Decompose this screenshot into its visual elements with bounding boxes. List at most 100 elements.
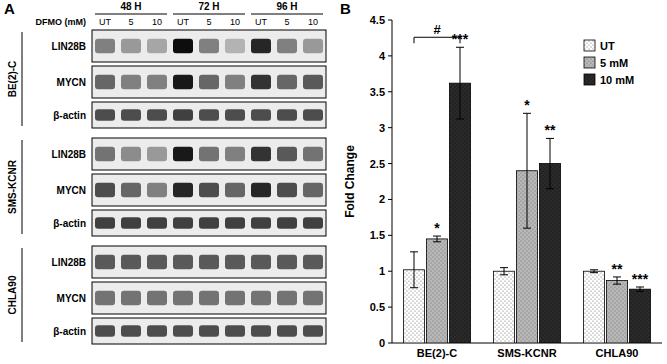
blot-band — [121, 291, 141, 305]
error-bar — [410, 252, 418, 288]
blot-band — [173, 39, 193, 53]
blot-band — [251, 325, 271, 337]
annotation-bracket — [414, 37, 460, 43]
category-label: SMS-KCNR — [497, 347, 556, 359]
blot-band — [277, 39, 297, 53]
blot-band — [277, 75, 297, 89]
panel-label: A — [4, 0, 15, 17]
timepoint-label: 96 H — [276, 1, 297, 12]
blot-band — [121, 75, 141, 89]
protein-label: LIN28B — [52, 149, 86, 160]
blot-band — [225, 75, 245, 89]
blot-frame — [92, 210, 326, 236]
timepoint-rule — [251, 14, 323, 15]
blot-band — [251, 291, 271, 305]
blot-band — [95, 217, 115, 229]
blot-frame — [92, 174, 326, 206]
blot-band — [173, 147, 193, 161]
blot-band — [225, 109, 245, 121]
blot-band — [173, 75, 193, 89]
timepoint-label: 48 H — [120, 1, 141, 12]
blot-band — [95, 109, 115, 121]
legend-label: 5 mM — [600, 57, 628, 69]
legend-swatch — [584, 40, 595, 51]
error-cap — [636, 291, 644, 292]
blot-band — [277, 255, 297, 269]
error-bar — [546, 138, 554, 188]
y-tick-label: 3.5 — [370, 86, 385, 98]
error-cap — [590, 269, 598, 270]
y-tick-label: 4 — [379, 50, 386, 62]
blot-band — [173, 255, 193, 269]
error-bar — [433, 236, 441, 242]
protein-label: MYCN — [57, 77, 86, 88]
timepoint-rule — [95, 14, 167, 15]
significance-label: ** — [612, 261, 623, 277]
blot-band — [303, 291, 323, 305]
lane-label: 10 — [230, 17, 240, 27]
lane-label: 5 — [284, 17, 289, 27]
blot-band — [225, 183, 245, 197]
blot-band — [277, 217, 297, 229]
blot-band — [303, 183, 323, 197]
legend-swatch — [584, 74, 595, 85]
error-cap — [410, 287, 418, 288]
category-label: BE(2)-C — [417, 347, 457, 359]
blot-band — [199, 217, 219, 229]
blot-band — [199, 325, 219, 337]
blot-band — [95, 147, 115, 161]
blot-band — [121, 147, 141, 161]
blot-band — [95, 39, 115, 53]
y-tick — [388, 91, 392, 92]
protein-label: β-actin — [53, 218, 86, 229]
blot-band — [225, 291, 245, 305]
lane-label: 10 — [308, 17, 318, 27]
cell-line-label: SMS-KCNR — [7, 159, 18, 214]
y-tick — [388, 235, 392, 236]
y-tick-label: 4.5 — [370, 14, 385, 26]
legend-label: 10 mM — [600, 74, 634, 86]
blot-frame — [92, 282, 326, 314]
significance-label: ** — [545, 122, 556, 138]
blot-band — [147, 39, 167, 53]
y-tick — [388, 307, 392, 308]
y-axis-label: Fold Change — [343, 145, 357, 218]
y-tick-label: 2 — [379, 193, 385, 205]
blot-band — [173, 183, 193, 197]
legend: UT5 mM10 mM — [584, 40, 634, 86]
timepoint-label: 72 H — [198, 1, 219, 12]
y-tick-label: 2.5 — [370, 158, 385, 170]
cell-line-label: CHLA90 — [7, 275, 18, 314]
annotation-label: # — [433, 22, 441, 37]
bar — [494, 271, 515, 343]
blot-band — [199, 75, 219, 89]
blot-band — [199, 291, 219, 305]
y-tick-label: 1.5 — [370, 229, 385, 241]
blot-frame — [92, 102, 326, 128]
protein-label: β-actin — [53, 110, 86, 121]
error-stem — [617, 277, 618, 284]
bar — [427, 239, 448, 343]
lane-label: UT — [177, 17, 189, 27]
panel-label: B — [340, 0, 351, 17]
blot-band — [303, 325, 323, 337]
error-bar — [590, 270, 598, 273]
blot-band — [303, 255, 323, 269]
error-bar — [636, 287, 644, 291]
error-stem — [504, 268, 505, 275]
error-stem — [414, 252, 415, 288]
blot-frame — [92, 246, 326, 278]
blot-band — [225, 255, 245, 269]
error-cap — [613, 284, 621, 285]
blot-band — [147, 147, 167, 161]
error-cap — [500, 267, 508, 268]
blot-band — [199, 183, 219, 197]
protein-label: LIN28B — [52, 257, 86, 268]
bar — [584, 271, 605, 343]
error-bar — [456, 47, 464, 119]
blot-band — [95, 255, 115, 269]
blot-band — [251, 183, 271, 197]
blot-band — [121, 217, 141, 229]
y-tick — [388, 343, 392, 344]
cell-line-label: BE(2)-C — [7, 61, 18, 98]
